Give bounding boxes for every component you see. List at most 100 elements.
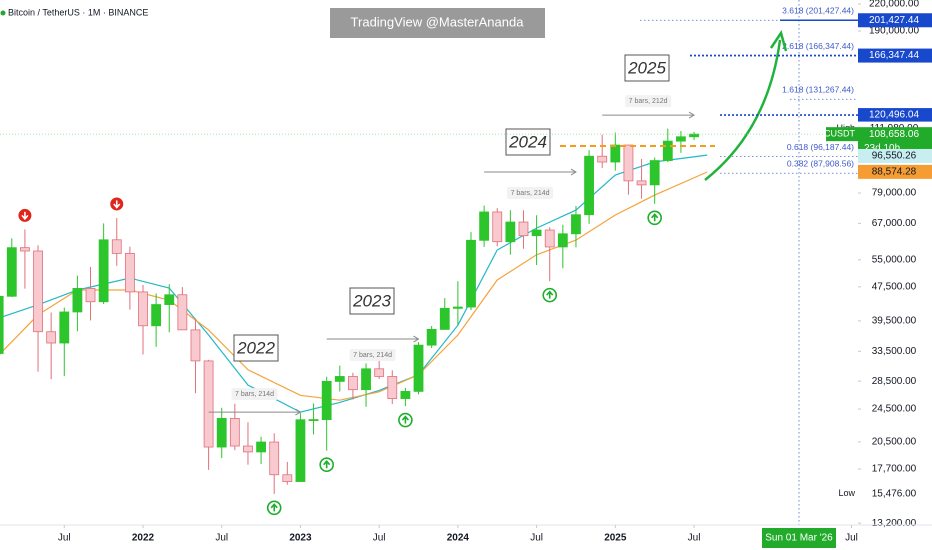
- fib-label: 3.618 (201,427.44): [782, 6, 854, 16]
- cursor-label: Sun 01 Mar '26: [765, 533, 833, 544]
- symbol-title: Bitcoin / TetherUS · 1M · BINANCE: [8, 7, 148, 17]
- candle-body: [256, 441, 266, 453]
- candle-body: [413, 344, 424, 392]
- price-tag-label: 201,427.44: [869, 15, 919, 26]
- year-label: 2023: [352, 291, 391, 310]
- candle-body: [59, 311, 70, 344]
- candle-body: [138, 291, 148, 327]
- price-tag: [858, 48, 932, 63]
- year-label-box: [349, 287, 395, 315]
- measure-arrowhead: [295, 408, 302, 416]
- candle-body: [676, 136, 686, 142]
- measure-arrowhead: [570, 168, 577, 176]
- buy-arrow: [270, 503, 278, 512]
- x-tick-label: Jul: [215, 533, 228, 544]
- price-tag-label: 15,476.00: [872, 488, 917, 499]
- candle-body: [321, 380, 332, 420]
- x-tick-label: 2025: [604, 533, 627, 544]
- candle-body: [400, 390, 411, 399]
- fib-label: 0.618 (96,187.44): [787, 142, 854, 152]
- candle-body: [190, 329, 201, 362]
- candle-body: [164, 294, 175, 305]
- y-tick-label: 20,500.00: [872, 437, 917, 448]
- y-tick-label: 33,500.00: [872, 346, 917, 357]
- candle-body: [282, 474, 293, 482]
- candle-body: [151, 304, 162, 327]
- x-tick-label: 2024: [447, 533, 470, 544]
- x-tick-label: 2022: [132, 533, 155, 544]
- plot-area: 3.618 (201,427.44) 2.618 (166,347.44) 1.61…: [0, 0, 858, 525]
- watermark-box: [330, 8, 545, 38]
- candle-body: [479, 211, 490, 241]
- buy-arrow: [323, 459, 331, 469]
- price-tag-name: BTCUSDT: [813, 129, 856, 139]
- price-tag-label: 88,574.28: [872, 167, 917, 178]
- y-tick-label: 17,700.00: [872, 464, 917, 475]
- x-tick-label: Jul: [58, 533, 71, 544]
- fib-label: 2.618 (166,347.44): [782, 41, 854, 51]
- price-tag-label: 120,496.04: [869, 110, 919, 121]
- x-tick-label: 2023: [289, 533, 312, 544]
- price-tag-label: 108,658.06: [869, 129, 919, 140]
- candle-body: [111, 239, 122, 254]
- candle-body: [85, 288, 96, 303]
- candle-body: [46, 331, 57, 344]
- candle-body: [597, 155, 608, 163]
- buy-arrow: [651, 213, 659, 222]
- candle-body: [649, 160, 660, 186]
- price-tag-label: 96,550.26: [872, 151, 917, 162]
- measure-arrowhead: [413, 335, 420, 343]
- candle-body: [20, 247, 30, 252]
- candle-body: [439, 307, 450, 330]
- measure-label-box: [625, 95, 672, 108]
- year-label-box: [233, 334, 279, 362]
- x-tick-label: Jul: [845, 533, 858, 544]
- status-dot: [0, 10, 6, 16]
- price-tag: [858, 164, 932, 179]
- y-tick-label: 47,500.00: [872, 282, 917, 293]
- candle-body: [492, 211, 503, 243]
- price-tag: [858, 486, 932, 501]
- y-tick-label: 190,000.00: [869, 26, 919, 37]
- symbol-tag: [826, 127, 858, 142]
- measure-label: 7 bars, 214d: [353, 352, 392, 359]
- candle-body: [466, 239, 476, 308]
- candle-body: [636, 180, 647, 186]
- measure-label: 7 bars, 214d: [511, 190, 550, 197]
- y-tick-label: 24,500.00: [872, 404, 917, 415]
- candle-body: [72, 288, 83, 313]
- year-label: 2024: [508, 132, 547, 151]
- y-tick-label: 55,000.00: [872, 254, 917, 265]
- price-tag: [858, 148, 932, 163]
- candle-body: [374, 368, 385, 377]
- candle-body: [544, 229, 555, 248]
- year-label: 2025: [627, 58, 666, 77]
- projection-arrow: [704, 39, 782, 181]
- measure-label-box: [349, 349, 396, 362]
- y-tick-label: 28,500.00: [872, 376, 917, 387]
- candle-body: [426, 329, 437, 346]
- candle-body: [557, 233, 568, 248]
- year-label: 2022: [236, 338, 275, 357]
- candle-body: [308, 419, 319, 421]
- y-tick-label: 220,000.00: [869, 0, 919, 10]
- candle-body: [387, 376, 398, 399]
- price-tag: [858, 13, 932, 28]
- price-tag: [858, 108, 932, 123]
- candle-body: [269, 441, 280, 476]
- x-tick-label: Jul: [688, 533, 701, 544]
- candle-body: [98, 239, 109, 303]
- candle-body: [531, 229, 542, 237]
- watermark: TradingView @MasterAnanda: [351, 14, 525, 29]
- moving-average: [0, 171, 708, 401]
- candle-body: [348, 376, 358, 391]
- measure-arrowhead: [688, 111, 696, 119]
- fib-label: 0.382 (87,908.56): [787, 159, 854, 169]
- measure-label: 7 bars, 212d: [629, 98, 668, 105]
- buy-arrow: [546, 290, 554, 299]
- sell-arrow: [113, 200, 121, 209]
- x-tick-label: Jul: [530, 533, 543, 544]
